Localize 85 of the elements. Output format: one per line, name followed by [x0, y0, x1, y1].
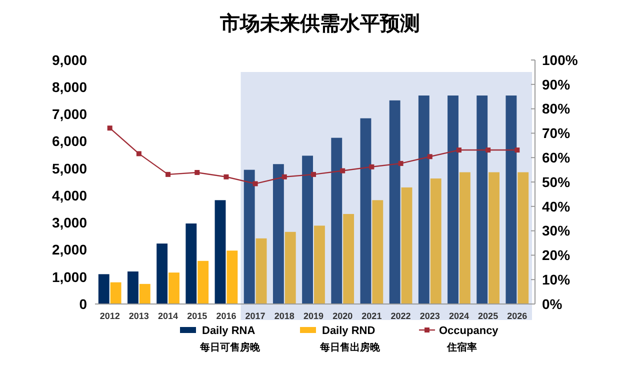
- bar: [128, 271, 138, 304]
- y-tick-label: 2,000: [52, 242, 88, 258]
- y2-tick-label: 100%: [542, 52, 578, 68]
- point: [311, 172, 316, 177]
- x-tick-label: 2019: [303, 311, 324, 321]
- x-tick-label: 2020: [332, 311, 353, 321]
- bar: [214, 200, 226, 304]
- bar: [256, 238, 267, 304]
- y-tick-label: 4,000: [52, 187, 88, 204]
- point: [340, 168, 346, 174]
- point: [486, 148, 491, 153]
- bar: [139, 284, 150, 304]
- point: [224, 174, 229, 180]
- y2-tick-label: 90%: [542, 76, 571, 92]
- bar: [244, 170, 255, 304]
- y2-tick-label: 10%: [542, 272, 571, 288]
- point: [427, 154, 432, 160]
- x-tick-label: 2014: [158, 311, 178, 321]
- point: [252, 181, 258, 186]
- bar: [198, 260, 209, 304]
- bar: [506, 96, 517, 304]
- y-tick-label: 1,000: [52, 268, 88, 285]
- bar: [302, 156, 313, 304]
- point: [514, 148, 520, 153]
- x-tick-label: 2022: [390, 311, 411, 321]
- bar: [314, 226, 325, 304]
- legend-label: Daily RND 每日售出房晚: [319, 324, 381, 354]
- bar: [284, 232, 296, 304]
- bar: [186, 223, 197, 304]
- x-tick-label: 2021: [362, 311, 382, 321]
- bar: [418, 96, 430, 304]
- bar: [430, 178, 442, 304]
- point: [107, 126, 112, 131]
- y-tick-label: 3,000: [52, 214, 88, 231]
- y2-tick-label: 40%: [542, 198, 571, 214]
- x-tick-label: 2013: [128, 311, 149, 321]
- x-tick-label: 2024: [448, 311, 469, 321]
- chart-title: 市场未来供需水平预测: [219, 12, 420, 35]
- x-tick-label: 2023: [420, 311, 440, 321]
- bar: [343, 214, 354, 304]
- x-tick-label: 2017: [245, 311, 266, 321]
- bar: [488, 172, 500, 304]
- x-tick-label: 2016: [216, 311, 236, 321]
- bar: [226, 250, 238, 304]
- bar: [372, 200, 384, 304]
- bar: [110, 282, 122, 304]
- legend-label: Daily RNA 每日可售房晚: [199, 324, 261, 354]
- x-tick-label: 2018: [274, 311, 294, 321]
- y-tick-label: 6,000: [52, 133, 88, 150]
- y2-tick-label: 0%: [542, 296, 563, 312]
- y2-tick-label: 80%: [542, 100, 571, 117]
- bar: [448, 96, 458, 304]
- point: [136, 151, 142, 156]
- point: [456, 148, 462, 153]
- bar: [518, 172, 529, 304]
- bar: [98, 274, 110, 304]
- y2-tick-label: 50%: [542, 174, 571, 190]
- bar: [156, 244, 168, 304]
- x-tick-label: 2025: [478, 311, 498, 321]
- y2-tick-label: 60%: [542, 150, 571, 166]
- point: [398, 160, 404, 166]
- point: [282, 174, 287, 180]
- x-tick-label: 2015: [187, 311, 208, 321]
- bar: [168, 272, 180, 304]
- y2-tick-label: 20%: [542, 247, 571, 264]
- bar: [389, 100, 400, 304]
- point: [369, 164, 374, 170]
- y-tick-label: 5,000: [52, 160, 88, 176]
- bar: [459, 172, 470, 304]
- point: [166, 172, 171, 177]
- y-tick-label: 8,000: [52, 79, 88, 96]
- y2-tick-label: 30%: [542, 222, 571, 239]
- y-tick-label: 0: [79, 296, 88, 312]
- bar: [360, 118, 372, 304]
- x-tick-label: 2026: [507, 311, 528, 321]
- y-tick-label: 7,000: [52, 106, 88, 122]
- bar: [331, 138, 342, 304]
- y2-tick-label: 70%: [542, 125, 571, 142]
- legend-label: Occupancy 住宿率: [439, 324, 500, 354]
- bar: [401, 187, 412, 304]
- bar: [272, 164, 284, 304]
- point: [194, 170, 200, 175]
- y-tick-label: 9,000: [52, 52, 88, 68]
- bar: [476, 96, 488, 304]
- x-tick-label: 2012: [100, 311, 120, 321]
